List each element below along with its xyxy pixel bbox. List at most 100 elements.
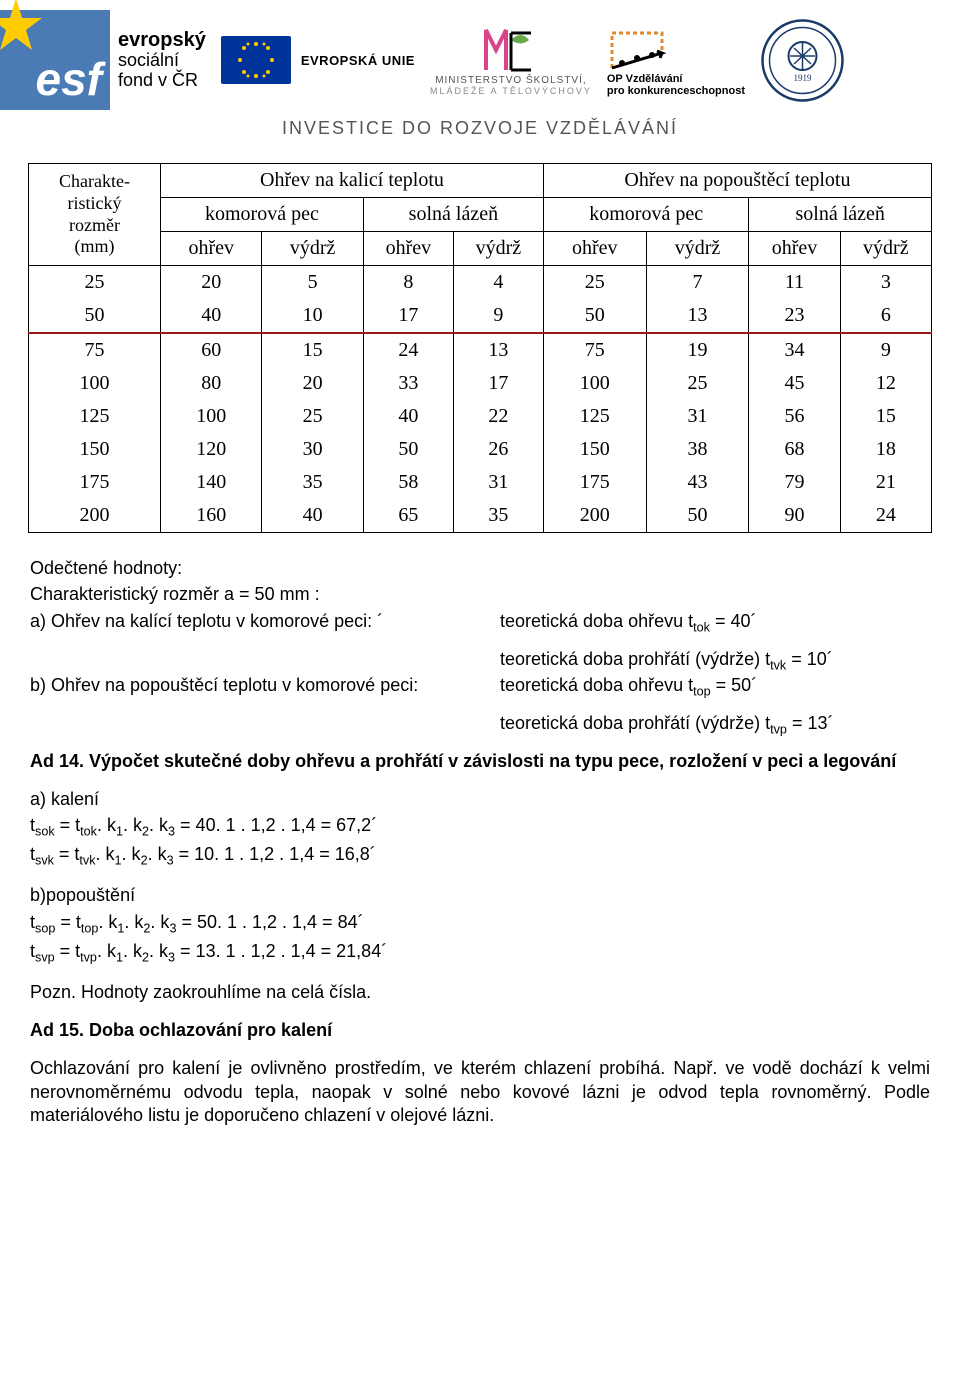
table-cell: 100 xyxy=(29,367,161,400)
table-cell: 125 xyxy=(543,400,646,433)
table-row: 175140355831175437921 xyxy=(29,466,932,499)
table-cell: 43 xyxy=(646,466,749,499)
th-corner: Charakte- ristický rozměr (mm) xyxy=(29,164,161,266)
table-cell: 17 xyxy=(363,299,453,333)
op-line2: pro konkurenceschopnost xyxy=(607,85,745,97)
esf-text-block: evropský sociální fond v ČR xyxy=(118,29,206,91)
line-gap1: teoretická doba prohřátí (výdrže) ttvk =… xyxy=(30,648,930,674)
table-cell: 175 xyxy=(543,466,646,499)
th-ohrev: ohřev xyxy=(749,232,840,266)
table-cell: 24 xyxy=(840,499,931,533)
table-cell: 17 xyxy=(453,367,543,400)
table-cell: 33 xyxy=(363,367,453,400)
table-cell: 11 xyxy=(749,266,840,300)
table-cell: 56 xyxy=(749,400,840,433)
table-cell: 25 xyxy=(262,400,363,433)
table-row: 200160406535200509024 xyxy=(29,499,932,533)
op-icon xyxy=(607,23,677,73)
table-cell: 150 xyxy=(29,433,161,466)
logo-esf: esf evropský sociální fond v ČR xyxy=(0,10,206,110)
esf-line2: sociální xyxy=(118,51,206,71)
table-cell: 79 xyxy=(749,466,840,499)
table-cell: 15 xyxy=(262,333,363,367)
svg-text:1919: 1919 xyxy=(794,73,813,83)
th-sub2: solná lázeň xyxy=(363,198,543,232)
th-vydrz: výdrž xyxy=(840,232,931,266)
table-cell: 25 xyxy=(543,266,646,300)
logo-eu: EVROPSKÁ UNIE xyxy=(221,36,415,84)
table-cell: 40 xyxy=(363,400,453,433)
table-container: Charakte- ristický rozměr (mm) Ohřev na … xyxy=(0,163,960,533)
table-cell: 140 xyxy=(161,466,262,499)
th-sub3: komorová pec xyxy=(543,198,749,232)
line-gap2: teoretická doba prohřátí (výdrže) ttvp =… xyxy=(30,712,930,738)
table-cell: 26 xyxy=(453,433,543,466)
esf-line3: fond v ČR xyxy=(118,71,206,91)
content: Odečtené hodnoty: Charakteristický rozmě… xyxy=(0,533,960,1151)
table-cell: 100 xyxy=(161,400,262,433)
table-cell: 175 xyxy=(29,466,161,499)
table-cell: 150 xyxy=(543,433,646,466)
table-cell: 10 xyxy=(262,299,363,333)
table-cell: 35 xyxy=(453,499,543,533)
table-row: 2520584257113 xyxy=(29,266,932,300)
header-logos: esf evropský sociální fond v ČR EVROPSKÁ… xyxy=(0,0,960,110)
line-gap2-right: teoretická doba prohřátí (výdrže) ttvp =… xyxy=(500,712,833,738)
table-cell: 35 xyxy=(262,466,363,499)
table-cell: 80 xyxy=(161,367,262,400)
tsvk-line: tsvk = ttvk. k1. k2. k3 = 10. 1 . 1,2 . … xyxy=(30,843,930,869)
table-cell: 23 xyxy=(749,299,840,333)
table-cell: 31 xyxy=(646,400,749,433)
esf-badge: esf xyxy=(0,10,110,110)
table-cell: 38 xyxy=(646,433,749,466)
kaleni-heading: a) kalení xyxy=(30,788,930,811)
tsop-line: tsop = ttop. k1. k2. k3 = 50. 1 . 1,2 . … xyxy=(30,911,930,937)
table-row: 10080203317100254512 xyxy=(29,367,932,400)
eu-label: EVROPSKÁ UNIE xyxy=(301,53,415,68)
th-vydrz: výdrž xyxy=(646,232,749,266)
table-cell: 60 xyxy=(161,333,262,367)
table-cell: 20 xyxy=(262,367,363,400)
table-cell: 90 xyxy=(749,499,840,533)
logo-op: OP Vzdělávání pro konkurenceschopnost xyxy=(607,23,745,97)
table-cell: 34 xyxy=(749,333,840,367)
table-cell: 20 xyxy=(161,266,262,300)
table-cell: 5 xyxy=(262,266,363,300)
table-cell: 19 xyxy=(646,333,749,367)
table-cell: 9 xyxy=(453,299,543,333)
table-cell: 13 xyxy=(646,299,749,333)
table-cell: 68 xyxy=(749,433,840,466)
seal-icon: 1919 xyxy=(760,18,845,103)
table-row: 125100254022125315615 xyxy=(29,400,932,433)
msmt-line2: MLÁDEŽE A TĚLOVÝCHOVY xyxy=(430,86,592,96)
table-cell: 40 xyxy=(161,299,262,333)
ad14-heading: Ad 14. Výpočet skutečné doby ohřevu a pr… xyxy=(30,750,930,773)
table-row: 5040101795013236 xyxy=(29,299,932,333)
table-cell: 120 xyxy=(161,433,262,466)
table-cell: 160 xyxy=(161,499,262,533)
tsok-line: tsok = ttok. k1. k2. k3 = 40. 1 . 1,2 . … xyxy=(30,814,930,840)
th-ohrev: ohřev xyxy=(363,232,453,266)
th-ohrev: ohřev xyxy=(161,232,262,266)
line-a-right: teoretická doba ohřevu ttok = 40´ xyxy=(500,610,756,636)
popo-heading: b)popouštění xyxy=(30,884,930,907)
table-cell: 18 xyxy=(840,433,931,466)
logo-msmt: MINISTERSTVO ŠKOLSTVÍ, MLÁDEŽE A TĚLOVÝC… xyxy=(430,25,592,96)
table-cell: 4 xyxy=(453,266,543,300)
table-cell: 25 xyxy=(29,266,161,300)
table-row: 75601524137519349 xyxy=(29,333,932,367)
msmt-line1: MINISTERSTVO ŠKOLSTVÍ, xyxy=(435,75,586,86)
th-vydrz: výdrž xyxy=(453,232,543,266)
table-cell: 31 xyxy=(453,466,543,499)
cooling-paragraph: Ochlazování pro kalení je ovlivněno pros… xyxy=(30,1057,930,1127)
pozn-line: Pozn. Hodnoty zaokrouhlíme na celá čísla… xyxy=(30,981,930,1004)
table-cell: 3 xyxy=(840,266,931,300)
line-gap1-right: teoretická doba prohřátí (výdrže) ttvk =… xyxy=(500,648,833,674)
table-cell: 50 xyxy=(646,499,749,533)
table-cell: 75 xyxy=(543,333,646,367)
table-cell: 58 xyxy=(363,466,453,499)
table-row: 150120305026150386818 xyxy=(29,433,932,466)
table-cell: 9 xyxy=(840,333,931,367)
op-line1: OP Vzdělávání xyxy=(607,73,683,85)
th-group1: Ohřev na kalicí teplotu xyxy=(161,164,544,198)
